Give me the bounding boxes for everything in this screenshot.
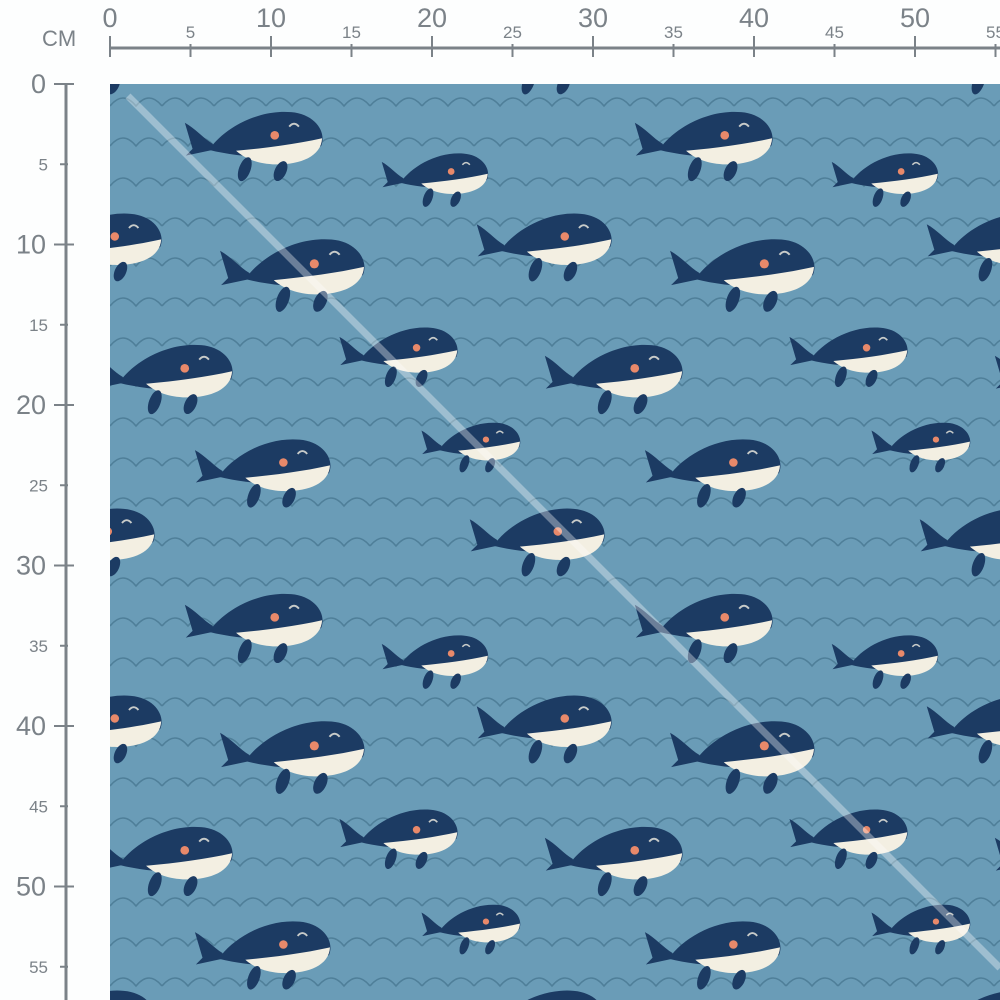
top-ruler-label: 10: [256, 3, 286, 33]
left-ruler-label: 30: [16, 551, 46, 581]
top-ruler-label: 35: [664, 23, 683, 42]
glare-line: [125, 93, 1000, 971]
left-ruler-label: 5: [39, 155, 48, 174]
unit-label: CM: [42, 26, 76, 51]
fabric-swatch: [110, 84, 1000, 1000]
top-ruler-label: 30: [578, 3, 608, 33]
left-ruler-label: 0: [31, 69, 46, 99]
left-ruler-label: 10: [16, 230, 46, 260]
left-ruler-label: 45: [29, 797, 48, 816]
top-ruler-label: 20: [417, 3, 447, 33]
left-ruler-label: 55: [29, 958, 48, 977]
top-ruler-label: 25: [503, 23, 522, 42]
top-ruler-label: 15: [342, 23, 361, 42]
top-ruler-label: 45: [825, 23, 844, 42]
top-ruler: 0 5 10 15 20 25 30 35 40 45 50 55: [102, 3, 1000, 57]
left-ruler-label: 25: [29, 476, 48, 495]
left-ruler-label: 20: [16, 390, 46, 420]
left-ruler: 0 5 10 15 20 25 30 35 40 45 50 55: [16, 69, 74, 1000]
left-ruler-label: 50: [16, 872, 46, 902]
top-ruler-label: 5: [186, 23, 195, 42]
left-ruler-label: 15: [29, 316, 48, 335]
top-ruler-label: 40: [739, 3, 769, 33]
left-ruler-label: 35: [29, 637, 48, 656]
left-ruler-label: 40: [16, 711, 46, 741]
top-ruler-label: 50: [900, 3, 930, 33]
whale-pattern: [110, 84, 1000, 1000]
top-ruler-label: 0: [102, 3, 117, 33]
top-ruler-label: 55: [986, 23, 1000, 42]
